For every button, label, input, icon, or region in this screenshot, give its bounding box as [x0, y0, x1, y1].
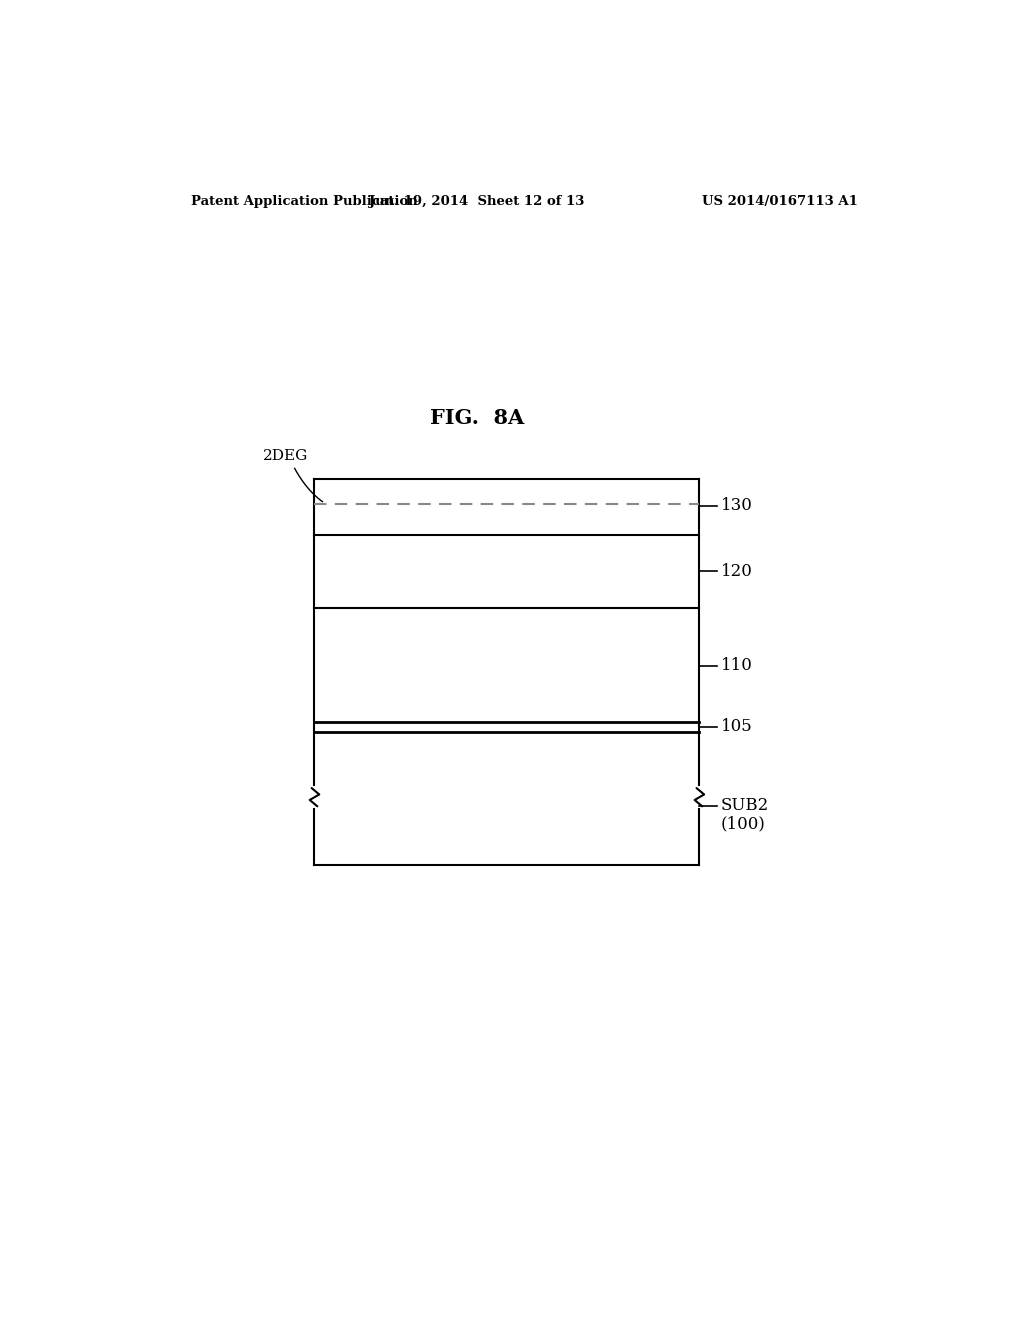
- Text: (100): (100): [721, 816, 766, 833]
- Text: 105: 105: [721, 718, 753, 735]
- Text: 110: 110: [721, 657, 753, 675]
- Text: 2DEG: 2DEG: [263, 449, 308, 463]
- Text: Patent Application Publication: Patent Application Publication: [191, 194, 418, 207]
- Text: 130: 130: [721, 498, 753, 513]
- Text: Jun. 19, 2014  Sheet 12 of 13: Jun. 19, 2014 Sheet 12 of 13: [370, 194, 585, 207]
- Text: SUB2: SUB2: [721, 797, 769, 814]
- Text: FIG.  8A: FIG. 8A: [430, 408, 524, 428]
- Text: 120: 120: [721, 562, 753, 579]
- Text: US 2014/0167113 A1: US 2014/0167113 A1: [702, 194, 858, 207]
